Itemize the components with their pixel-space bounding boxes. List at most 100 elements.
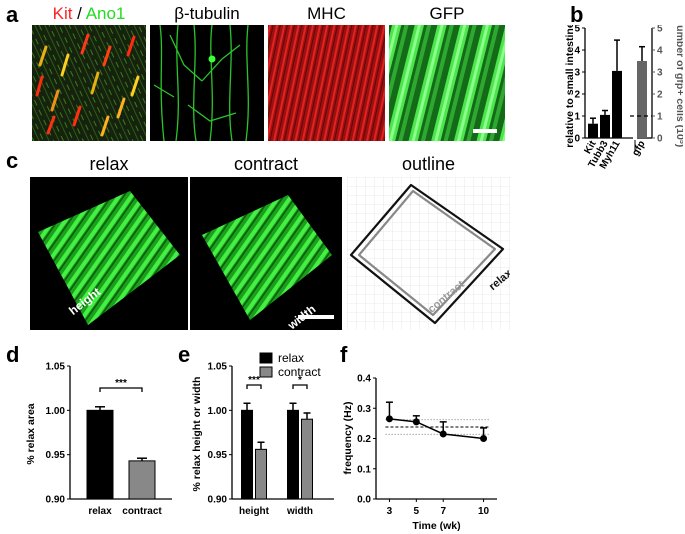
x-tick-label: 10 [478,506,490,517]
data-point [480,435,488,442]
title-gfp: GFP [389,4,505,24]
y-axis-label: % relax area [25,403,37,464]
panel-label-f: f [340,342,348,367]
y-tick-label: 0 [574,134,580,145]
y2-tick-label: 4 [657,46,663,57]
title-part: / [72,4,86,23]
legend-swatch-contract [259,366,273,378]
x-tick-label: 7 [440,506,446,517]
data-line [389,418,484,440]
bar-myh11 [612,70,622,138]
y-tick-label: 0.0 [357,495,371,506]
panel-label-c: c [6,148,19,173]
bar-contract-height [255,448,267,500]
y-tick-label: 0.95 [208,450,228,461]
micrograph-mhc [268,25,385,141]
image-relax: height [30,177,188,330]
title-part: β-tubulin [174,4,240,23]
bar-tubb3 [600,114,610,138]
data-point [412,418,420,426]
y-tick-label: 1.05 [46,362,66,373]
title-relax: relax [89,154,129,174]
title-part: MHC [307,4,346,23]
significance-label: *** [115,378,127,389]
y-tick-label: 0.3 [357,404,371,415]
y2-axis-label-part: 5 [679,140,684,144]
y2-tick-label: 0 [657,134,663,145]
scale-bar [473,129,497,133]
title-part: GFP [429,4,465,23]
y2-tick-label: 5 [657,25,663,35]
x-axis-label: Time (wk) [412,520,460,531]
x-tick-label: 3 [387,506,393,517]
bar-relax-width [287,409,299,500]
y-tick-label: 0.95 [46,450,66,461]
significance-bracket [99,387,143,392]
y-tick-label: 0.4 [357,374,371,385]
outline-drawing: contract relax [347,177,510,330]
data-point [439,430,447,438]
y2-tick-label: 3 [657,68,663,79]
y-axis-label: relative to small intestine* [565,25,576,148]
micrograph-kit-ano1 [32,25,146,141]
y-tick-label: 1 [574,112,580,123]
y-tick-label: 3 [574,68,580,79]
relax-outline [349,183,505,325]
bar-relax-height [241,409,253,500]
y2-axis-label: number of gfp+ cells (105) [674,25,683,147]
y-tick-label: 0.2 [357,434,371,445]
x-tick-label: contract [122,506,162,517]
title-part: Kit [52,4,73,23]
y-tick-label: 1.00 [46,406,66,417]
bar-relax [86,409,114,500]
significance-label: * [298,375,302,386]
legend-swatch-relax [259,352,273,364]
title-part: Ano1 [85,4,126,23]
title-kit-ano1: Kit / Ano1 [32,4,146,24]
y-tick-label: 2 [574,90,580,101]
y-tick-label: 5 [574,25,580,35]
bar-kit [588,123,598,138]
y-tick-label: 4 [574,46,580,57]
y-axis-label: frequency (Hz) [342,402,354,475]
x-tick-label: width [286,506,313,517]
y-tick-label: 1.05 [208,362,228,373]
image-contract: width [190,177,342,330]
chart-d: 0.90 0.95 1.00 1.05 relax contract *** % relax … [25,362,172,517]
title-contract: contract [233,154,299,174]
y-tick-label: 1.00 [208,406,228,417]
panel-label-e: e [178,342,191,367]
title-outline: outline [401,154,456,174]
panel-label-d: d [6,342,20,367]
y2-axis-label-part: number of gfp+ cells (10 [674,25,683,140]
significance-bracket [246,384,262,389]
y2-axis-label-part: ) [674,144,683,148]
micrograph-gfp [389,25,505,141]
x-tick-label: 5 [414,506,420,517]
legend-label-contract: contract [278,365,321,379]
panel-label-a: a [6,2,19,27]
y-axis-label: % relax height or width [191,377,203,492]
panel-label-b: b [570,2,584,27]
title-beta-tubulin: β-tubulin [150,4,264,24]
chart-f: 0.0 0.1 0.2 0.3 0.4 3 5 7 10 Time (wk) frequency (… [342,374,497,531]
y-tick-label: 0.90 [208,495,228,506]
significance-bracket [292,384,308,389]
y-tick-label: 0.1 [357,464,371,475]
x-tick-label: height [239,506,270,517]
bar-contract [128,460,156,500]
significance-label: *** [248,375,260,386]
scale-bar [298,315,334,319]
micrograph-beta-tubulin [150,25,264,141]
data-point [385,415,393,423]
x-tick-label: gfp [630,139,647,158]
title-mhc: MHC [268,4,385,24]
contract-outline [357,189,497,317]
y-tick-label: 0.90 [46,495,66,506]
y2-tick-label: 1 [657,112,663,123]
legend-label-relax: relax [278,351,304,365]
x-tick-label: relax [88,506,112,517]
y2-tick-label: 2 [657,90,663,101]
